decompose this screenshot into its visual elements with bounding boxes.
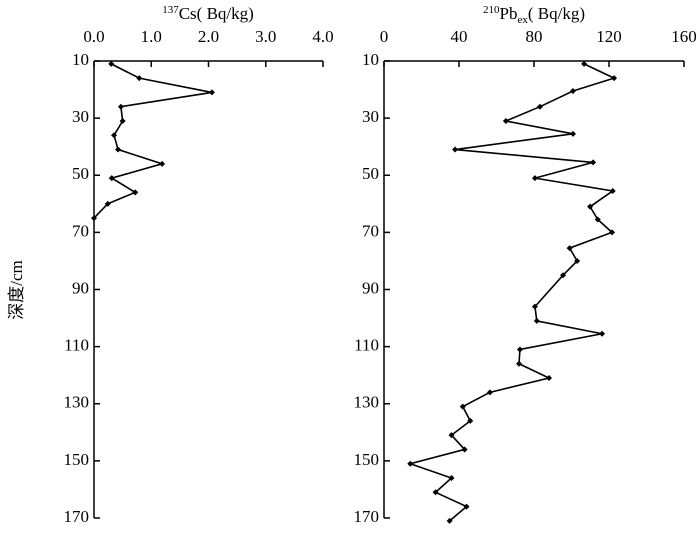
x-tick-label: 160 [671,27,697,46]
marker [407,460,414,467]
title-sup: 137 [162,4,179,16]
x-tick-label: 2.0 [198,27,219,46]
y-tick-label: 70 [362,221,379,240]
y-tick-label: 70 [72,221,89,240]
marker [108,175,115,182]
marker [486,389,493,396]
x-tick-label: 40 [451,27,468,46]
marker [132,189,139,196]
marker [516,346,523,353]
marker [446,517,453,524]
marker [159,160,166,167]
marker [502,117,509,124]
marker [609,229,615,236]
x-tick-label: 1.0 [141,27,162,46]
y-tick-label: 90 [72,278,89,297]
y-tick-label: 10 [72,50,89,69]
x-tick-label: 4.0 [312,27,333,46]
y-axis-label: 深度/cm [7,260,26,320]
marker [560,272,567,279]
y-tick-label: 50 [362,164,379,183]
marker [546,375,552,382]
marker [452,146,459,153]
marker [448,432,455,439]
marker [609,187,616,194]
y-tick-label: 150 [354,450,380,469]
marker [531,303,538,310]
marker [119,117,126,124]
marker [594,216,601,223]
y-tick-label: 110 [64,336,89,355]
marker [459,403,466,410]
y-tick-label: 50 [72,164,89,183]
marker [599,330,606,337]
marker [566,245,573,252]
title-base: Pb [500,4,518,23]
marker [208,89,215,96]
title-sub: ex [517,14,528,26]
y-tick-label: 90 [362,278,379,297]
x-tick-label: 3.0 [255,27,276,46]
y-tick-label: 150 [64,450,90,469]
marker [104,200,111,207]
panel-title: 137Cs( Bq/kg) [162,4,254,23]
marker [611,75,618,82]
x-tick-label: 80 [526,27,543,46]
marker [461,446,468,453]
x-tick-label: 0 [380,27,389,46]
y-tick-label: 130 [64,393,90,412]
y-tick-label: 170 [354,507,380,526]
profile-line [407,63,617,522]
marker [115,146,122,153]
marker [570,87,576,94]
y-tick-label: 10 [362,50,379,69]
y-tick-label: 30 [362,107,379,126]
marker [467,417,474,424]
y-tick-label: 30 [72,107,89,126]
marker [448,475,455,482]
marker [111,132,118,139]
marker [570,130,576,137]
marker [432,489,439,496]
marker [117,103,124,110]
marker [574,257,581,264]
y-tick-label: 130 [354,393,380,412]
marker [463,503,470,510]
title-unit: ( Bq/kg) [528,4,585,23]
panel-title: 210Pbex( Bq/kg) [483,4,585,26]
x-tick-label: 120 [596,27,622,46]
title-base: Cs( Bq/kg) [179,4,254,23]
marker [581,60,588,67]
marker [533,317,540,324]
y-tick-label: 110 [354,336,379,355]
title-sup: 210 [483,4,500,16]
marker [587,203,594,210]
profile-line [93,63,213,219]
marker [108,60,115,67]
y-tick-label: 170 [64,507,90,526]
marker [537,103,543,110]
marker [136,75,143,82]
marker [531,175,538,182]
marker [590,159,597,166]
marker [91,215,97,222]
marker [516,360,522,367]
x-tick-label: 0.0 [83,27,104,46]
